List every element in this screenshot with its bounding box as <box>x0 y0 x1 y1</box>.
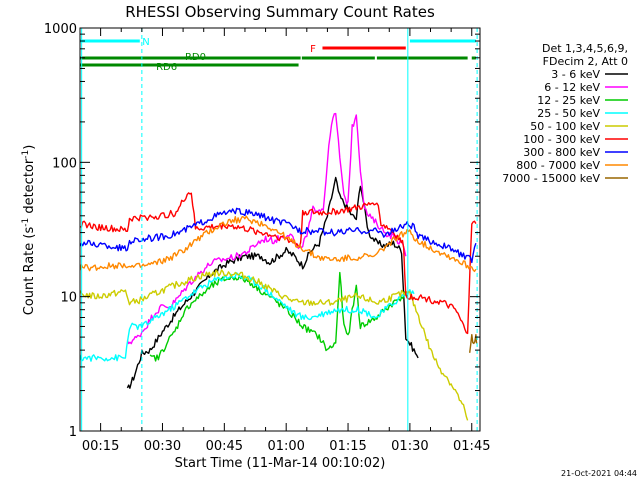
series-line <box>469 334 478 353</box>
x-tick-label: 00:45 <box>206 439 243 454</box>
footer-timestamp: 21-Oct-2021 04:44 <box>561 469 637 478</box>
vlines-layer <box>81 28 478 431</box>
y-axis-label-part: ) <box>22 145 37 150</box>
x-tick-label: 01:45 <box>453 439 490 454</box>
legend-entry-label: 12 - 25 keV <box>537 94 600 107</box>
x-tick-label: 01:30 <box>391 439 428 454</box>
y-tick-label: 10 <box>60 291 77 306</box>
x-tick-label: 01:15 <box>329 439 366 454</box>
legend: Det 1,3,4,5,6,9, FDecim 2, Att 0 3 - 6 k… <box>502 42 628 185</box>
x-tick-label: 00:30 <box>144 439 181 454</box>
flag-label-rd6: RD6 <box>156 62 177 73</box>
y-axis-label-sup: -1 <box>21 150 31 159</box>
series-line <box>80 215 477 273</box>
x-tick-label: 00:15 <box>82 439 119 454</box>
y-axis-label-part: detector <box>22 158 37 218</box>
plot-frame <box>79 27 481 432</box>
legend-entry-label: 25 - 50 keV <box>537 107 600 120</box>
legend-entry-label: 7000 - 15000 keV <box>502 172 600 185</box>
series-line <box>149 271 411 362</box>
legend-entry-label: 300 - 800 keV <box>523 146 600 159</box>
series-line <box>80 192 477 335</box>
x-axis: 00:15 00:30 00:45 01:00 01:15 01:30 01:45 <box>79 28 490 454</box>
legend-entry-label: 6 - 12 keV <box>544 81 600 94</box>
flag-label-f: F <box>310 44 316 55</box>
legend-entry-label: 800 - 7000 keV <box>516 159 600 172</box>
y-tick-label: 1000 <box>44 22 77 37</box>
legend-header: Det 1,3,4,5,6,9, <box>542 42 628 55</box>
flag-label-n: N <box>142 37 149 48</box>
legend-header: FDecim 2, Att 0 <box>543 55 628 68</box>
flag-label-rd0: RD0 <box>185 52 206 63</box>
legend-entry-label: 3 - 6 keV <box>551 68 600 81</box>
y-tick-label: 1 <box>69 425 77 440</box>
series-layer <box>80 112 478 421</box>
series-line <box>126 176 419 389</box>
x-axis-label: Start Time (11-Mar-14 00:10:02) <box>175 456 386 471</box>
y-tick-label: 100 <box>52 156 77 171</box>
flag-labels: N F RD0 RD6 <box>142 37 316 73</box>
series-line <box>80 269 469 421</box>
x-tick-label: 01:00 <box>267 439 304 454</box>
y-axis-label-part: Count Rate (s <box>22 227 37 316</box>
y-axis: 1 10 100 1000 <box>44 22 480 440</box>
y-axis-label-sup: -1 <box>21 218 31 227</box>
series-line <box>80 207 477 264</box>
chart-title: RHESSI Observing Summary Count Rates <box>125 3 435 21</box>
flags-layer <box>80 39 476 67</box>
y-axis-label: Count Rate (s-1 detector-1) <box>21 145 37 316</box>
legend-entry-label: 100 - 300 keV <box>523 133 600 146</box>
series-line <box>126 112 407 345</box>
legend-entry-label: 50 - 100 keV <box>530 120 600 133</box>
